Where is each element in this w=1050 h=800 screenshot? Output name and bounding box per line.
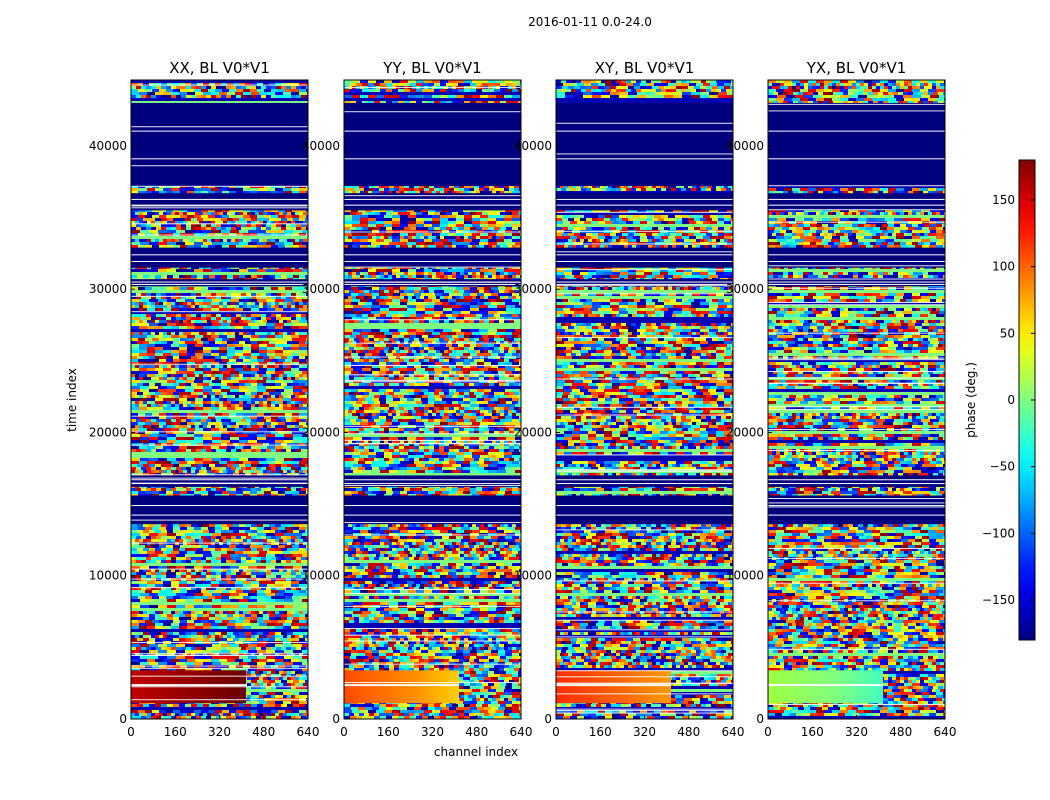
y-tick-label: 40000	[302, 139, 340, 153]
x-tick-label: 0	[340, 725, 348, 739]
y-tick-label: 20000	[726, 425, 764, 439]
x-tick-label: 640	[297, 725, 320, 739]
y-tick-label: 0	[544, 712, 552, 726]
x-tick-label: 160	[801, 725, 824, 739]
x-tick-label: 480	[677, 725, 700, 739]
y-tick-label: 0	[119, 712, 127, 726]
y-axis-label: time index	[65, 368, 79, 432]
x-tick-label: 0	[127, 725, 135, 739]
y-tick-label: 30000	[514, 282, 552, 296]
colorbar-tick-label: 150	[992, 193, 1015, 207]
x-tick-label: 480	[465, 725, 488, 739]
x-tick-label: 640	[722, 725, 745, 739]
y-tick-label: 10000	[514, 569, 552, 583]
x-tick-label: 320	[633, 725, 656, 739]
y-tick-label: 20000	[89, 425, 127, 439]
x-tick-label: 160	[377, 725, 400, 739]
x-axis-label: channel index	[434, 745, 518, 759]
y-tick-label: 10000	[302, 569, 340, 583]
x-tick-label: 0	[764, 725, 772, 739]
y-tick-label: 40000	[89, 139, 127, 153]
panel-1: YY, BL V0*V1 0 160 320 480 640 0 10000 20000 3000…	[302, 59, 533, 739]
y-tick-label: 10000	[726, 569, 764, 583]
colorbar-tick-label: 100	[992, 260, 1015, 274]
colorbar: 150 100 50 0 −50 −100 −150	[982, 159, 1036, 641]
panel-title: YY, BL V0*V1	[382, 59, 481, 77]
x-tick-label: 640	[934, 725, 957, 739]
panel-2: XY, BL V0*V1 0 160 320 480 640 0 10000 20000 3000…	[514, 59, 745, 739]
y-tick-label: 30000	[726, 282, 764, 296]
panel-title: YX, BL V0*V1	[806, 59, 907, 77]
y-tick-label: 10000	[89, 569, 127, 583]
colorbar-tick-label: −150	[982, 593, 1015, 607]
colorbar-label: phase (deg.)	[964, 362, 978, 438]
y-tick-label: 40000	[726, 139, 764, 153]
heatmap-image	[556, 80, 733, 719]
suptitle: 2016-01-11 0.0-24.0	[528, 15, 652, 29]
y-tick-label: 40000	[514, 139, 552, 153]
y-tick-label: 30000	[302, 282, 340, 296]
colorbar-tick-label: −50	[990, 460, 1015, 474]
y-tick-label: 0	[332, 712, 340, 726]
x-tick-label: 320	[845, 725, 868, 739]
x-tick-label: 480	[252, 725, 275, 739]
panel-title: XX, BL V0*V1	[169, 59, 270, 77]
x-tick-label: 320	[421, 725, 444, 739]
heatmap-image	[344, 80, 521, 719]
colorbar-tick-label: 0	[1007, 393, 1015, 407]
colorbar-tick-label: −100	[982, 526, 1015, 540]
panel-0: XX, BL V0*V1 0 160 320 480 640 0 10000 20000 3000…	[89, 59, 320, 739]
colorbar-tick-label: 50	[1000, 326, 1015, 340]
x-tick-label: 320	[208, 725, 231, 739]
y-tick-label: 20000	[514, 425, 552, 439]
panel-3: YX, BL V0*V1 0 160 320 480 640 0 10000 20000 3000…	[726, 59, 957, 739]
panel-title: XY, BL V0*V1	[595, 59, 695, 77]
x-tick-label: 160	[589, 725, 612, 739]
y-tick-label: 20000	[302, 425, 340, 439]
heatmap-image	[131, 80, 308, 719]
y-tick-label: 0	[756, 712, 764, 726]
x-tick-label: 480	[889, 725, 912, 739]
panels: XX, BL V0*V1 0 160 320 480 640 0 10000 20000 3000…	[89, 59, 957, 739]
x-tick-label: 160	[164, 725, 187, 739]
x-tick-label: 640	[510, 725, 533, 739]
x-tick-label: 0	[552, 725, 560, 739]
heatmap-image	[768, 80, 945, 719]
y-tick-label: 30000	[89, 282, 127, 296]
